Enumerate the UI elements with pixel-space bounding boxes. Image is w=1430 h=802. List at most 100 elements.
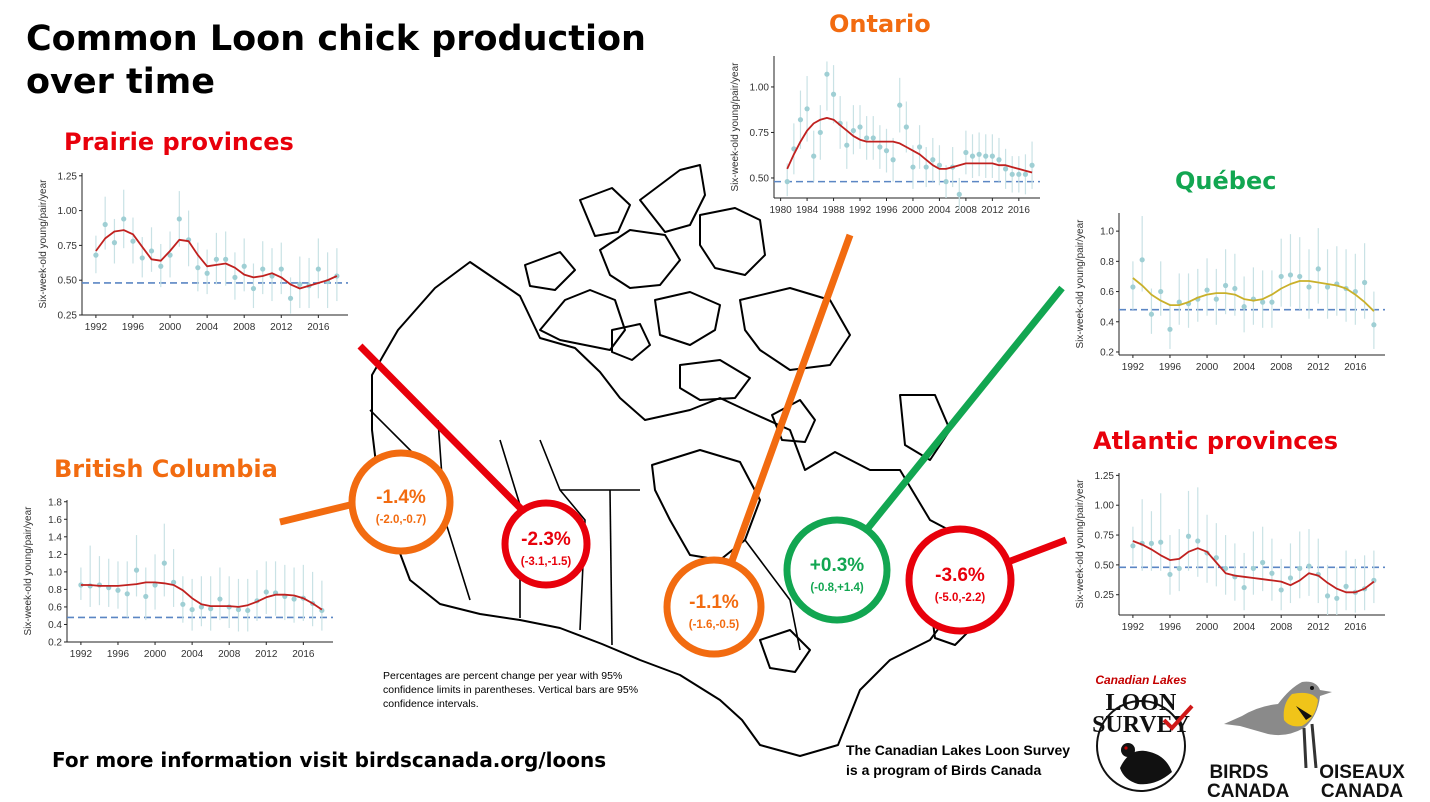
x-tick-label: 2004: [181, 649, 204, 660]
badge-value: -2.3%: [521, 529, 571, 550]
x-tick-label: 2016: [1344, 362, 1367, 373]
y-tick-label: 1.00: [750, 82, 770, 93]
y-tick-label: 0.75: [58, 241, 78, 252]
data-point: [291, 596, 297, 602]
data-point: [1371, 322, 1377, 328]
x-tick-label: 2012: [270, 322, 293, 333]
data-point: [1287, 272, 1294, 278]
data-point: [1022, 171, 1029, 177]
x-tick-label: 2000: [1196, 362, 1219, 373]
data-point: [1016, 171, 1022, 177]
data-point: [176, 216, 182, 222]
data-point: [969, 153, 976, 159]
data-point: [1306, 563, 1312, 569]
badge-ring: [501, 499, 591, 589]
data-point: [916, 144, 923, 150]
data-point: [811, 153, 817, 159]
bc-title: British Columbia: [54, 455, 278, 483]
data-point: [1287, 575, 1294, 581]
data-point: [864, 135, 870, 141]
x-tick-label: 1996: [1159, 622, 1182, 633]
data-point: [1185, 533, 1192, 539]
data-point: [1232, 285, 1238, 292]
data-point: [844, 142, 850, 148]
y-tick-label: 1.0: [48, 567, 62, 578]
badge-ring: [783, 516, 891, 624]
data-point: [903, 124, 909, 130]
data-point: [877, 144, 883, 150]
data-point: [115, 587, 121, 593]
data-point: [910, 164, 916, 170]
data-point: [1139, 257, 1145, 263]
prairie-title: Prairie provinces: [64, 128, 294, 156]
prairie-chart: 0.25 0.50 0.75 1.00 1.25 1992 1996 2000 2004 2008…: [30, 165, 360, 345]
canada-map: [371, 164, 987, 757]
data-point: [1260, 559, 1266, 566]
data-point: [1222, 282, 1229, 289]
data-point: [121, 216, 127, 222]
x-tick-label: 2012: [981, 205, 1004, 216]
data-point: [1241, 304, 1247, 310]
data-point: [1260, 299, 1266, 305]
y-tick-label: 0.50: [750, 173, 770, 184]
x-tick-label: 1992: [70, 649, 93, 660]
y-tick-label: 1.00: [58, 206, 78, 217]
y-tick-label: 0.2: [1100, 347, 1114, 358]
badge-prairie: -2.3% (-3.1,-1.5): [501, 499, 591, 589]
badge-bc: -1.4% (-2.0,-0.7): [348, 449, 454, 555]
y-tick-label: 0.4: [1100, 317, 1114, 328]
x-tick-label: 2012: [1307, 362, 1330, 373]
x-tick-label: 2000: [159, 322, 182, 333]
badge-value: +0.3%: [810, 555, 865, 576]
x-tick-label: 1996: [122, 322, 145, 333]
program-note: The Canadian Lakes Loon Survey is a prog…: [846, 740, 1070, 780]
x-tick-label: 1992: [85, 322, 108, 333]
y-tick-label: 1.8: [48, 497, 62, 508]
title-line-2: over time: [26, 62, 215, 102]
data-point: [1222, 565, 1229, 572]
data-point: [1362, 279, 1368, 286]
data-point: [1213, 555, 1219, 561]
y-tick-label: 0.25: [58, 311, 78, 322]
footnote: Percentages are percent change per year …: [383, 670, 639, 710]
data-point: [784, 179, 790, 185]
badge-ci: (-0.8,+1.4): [810, 582, 864, 594]
data-point: [1241, 584, 1247, 591]
badge-ontario: -1.1% (-1.6,-0.5): [663, 556, 765, 658]
data-point: [170, 579, 177, 585]
data-point: [133, 567, 140, 573]
x-tick-label: 1996: [875, 205, 898, 216]
data-point: [1297, 273, 1303, 280]
trend-badges: -1.4% (-2.0,-0.7) -2.3% (-3.1,-1.5) -1.1% (-1…: [348, 449, 1015, 658]
x-tick-label: 1992: [1122, 622, 1145, 633]
data-point: [857, 124, 863, 130]
y-axis-label: Six-week-old young/pair/year: [730, 62, 741, 192]
data-point: [1176, 565, 1182, 572]
data-point: [870, 135, 876, 141]
data-point: [195, 265, 201, 271]
data-point: [963, 149, 969, 156]
data-point: [996, 157, 1002, 163]
data-point: [1002, 166, 1009, 172]
data-point: [1306, 284, 1312, 290]
birds-canada-fr-1: OISEAUX: [1319, 762, 1405, 783]
data-point: [315, 266, 321, 272]
data-point: [923, 164, 929, 170]
birds-canada-fr-2: CANADA: [1320, 781, 1404, 802]
badge-quebec: +0.3% (-0.8,+1.4): [783, 516, 891, 624]
data-point: [976, 151, 982, 157]
data-point: [278, 266, 284, 272]
x-tick-label: 1988: [822, 205, 845, 216]
y-tick-label: 0.25: [1095, 590, 1115, 601]
trend-line: [80, 581, 323, 611]
trend-line: [95, 229, 338, 290]
data-point: [817, 129, 823, 136]
more-info-link-text: For more information visit birdscanada.o…: [52, 748, 607, 772]
data-point: [890, 157, 896, 163]
connector-lines: [279, 233, 1068, 574]
data-point: [111, 240, 118, 246]
y-tick-label: 0.6: [1100, 287, 1114, 298]
data-point: [1278, 273, 1284, 280]
data-point: [152, 582, 158, 588]
data-point: [143, 593, 149, 600]
